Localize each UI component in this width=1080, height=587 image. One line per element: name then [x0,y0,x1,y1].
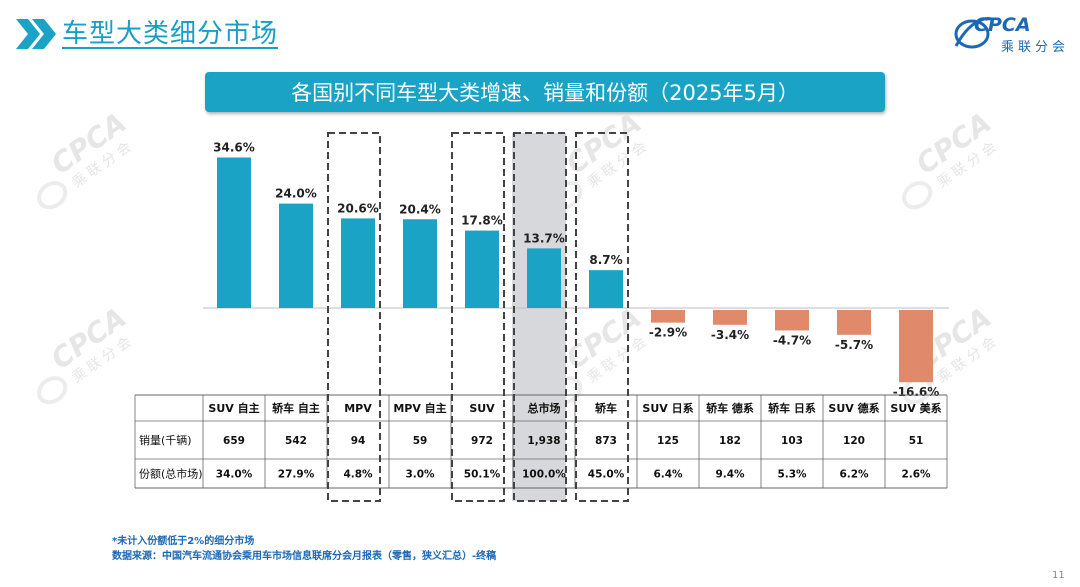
table-cell: 100.0% [522,469,566,481]
table-cell: 2.6% [901,469,931,481]
table-cell: 34.0% [216,469,253,481]
shaded-column [512,133,566,501]
data-label-4: 20.4% [399,202,441,216]
table-cell: 9.4% [715,469,745,481]
bar-12 [899,310,933,383]
data-label-1: 34.6% [213,140,255,154]
category-label-11: SUV 德系 [828,401,879,415]
category-label-9: 轿车 德系 [706,401,754,415]
table-cell: 542 [285,435,307,447]
bar-5 [465,230,499,308]
data-label-7: 8.7% [589,253,622,267]
category-label-3: MPV [344,402,372,415]
highlight-box [513,132,567,502]
bar-9 [713,310,747,325]
table-cell: 125 [657,435,679,447]
bar-6 [527,248,561,308]
data-label-12: -16.6% [893,385,940,399]
footnote-source: 数据来源：中国汽车流通协会乘用车市场信息联席分会月报表（零售，狭义汇总）-终稿 [112,551,497,562]
table-cell: 6.4% [653,469,683,481]
data-label-8: -2.9% [649,326,687,340]
data-label-6: 13.7% [523,231,565,245]
table-cell: 4.8% [343,469,373,481]
page-number: 11 [1052,570,1065,581]
table-cell: 94 [351,435,366,447]
table-cell: 27.9% [278,469,315,481]
category-label-5: SUV [469,402,495,415]
bar-3 [341,218,375,308]
table-cell: 659 [223,435,245,447]
category-label-2: 轿车 自主 [272,401,320,415]
table-cell: 45.0% [588,469,625,481]
table-cell: 972 [471,435,493,447]
chart-title: 各国别不同车型大类增速、销量和份额（2025年5月） [205,72,885,112]
table-cell: 182 [719,435,741,447]
bar-10 [775,310,809,331]
highlight-box [327,132,381,502]
bar-11 [837,310,871,335]
table-cell: 5.3% [777,469,807,481]
cpca-logo-icon [954,17,995,49]
table-cell: 51 [909,435,924,447]
highlight-box [451,132,505,502]
category-label-7: 轿车 [595,401,617,415]
data-label-3: 20.6% [337,201,379,215]
table-cell: 1,938 [527,435,560,447]
table-row-label: 销量(千辆) [139,433,192,447]
table-row-label: 份额(总市场) [139,467,203,481]
category-label-10: 轿车 日系 [768,401,816,415]
table-cell: 873 [595,435,617,447]
chevron-icon [16,19,56,49]
highlight-box [575,132,629,502]
bar-1 [217,157,251,308]
bar-2 [279,203,313,308]
bar-7 [589,270,623,308]
footnotes: *未计入份额低于2%的细分市场 数据来源：中国汽车流通协会乘用车市场信息联席分会… [112,534,496,564]
table-cell: 3.0% [405,469,435,481]
footnote-share: *未计入份额低于2%的细分市场 [112,536,255,547]
logo-text: CPCA [974,14,1031,36]
category-label-12: SUV 美系 [890,401,941,415]
data-label-9: -3.4% [711,328,749,342]
table-cell: 103 [781,435,803,447]
category-label-6: 总市场 [528,401,561,415]
category-label-4: MPV 自主 [393,401,446,415]
bar-8 [651,310,685,323]
table-cell: 6.2% [839,469,869,481]
data-label-5: 17.8% [461,214,503,228]
category-label-8: SUV 日系 [642,401,693,415]
data-label-2: 24.0% [275,187,317,201]
table-cell: 59 [413,435,428,447]
table-cell: 50.1% [464,469,501,481]
table-cell: 120 [843,435,865,447]
bar-4 [403,219,437,308]
page-title: 车型大类细分市场 [62,19,279,49]
category-label-1: SUV 自主 [208,401,259,415]
logo-subtitle: 乘联分会 [1001,40,1070,55]
data-label-11: -5.7% [835,338,873,352]
data-label-10: -4.7% [773,333,811,347]
